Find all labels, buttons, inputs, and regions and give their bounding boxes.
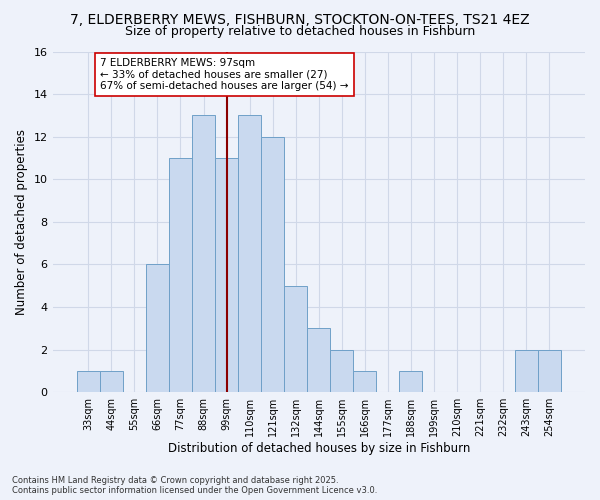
Text: 7, ELDERBERRY MEWS, FISHBURN, STOCKTON-ON-TEES, TS21 4EZ: 7, ELDERBERRY MEWS, FISHBURN, STOCKTON-O…	[70, 12, 530, 26]
Bar	[146, 264, 169, 392]
Text: 7 ELDERBERRY MEWS: 97sqm
← 33% of detached houses are smaller (27)
67% of semi-d: 7 ELDERBERRY MEWS: 97sqm ← 33% of detach…	[100, 58, 348, 91]
Y-axis label: Number of detached properties: Number of detached properties	[15, 129, 28, 315]
Bar	[353, 371, 376, 392]
Bar	[215, 158, 238, 392]
Bar	[515, 350, 538, 392]
Bar	[538, 350, 561, 392]
Bar	[77, 371, 100, 392]
Bar	[330, 350, 353, 392]
Text: Contains HM Land Registry data © Crown copyright and database right 2025.
Contai: Contains HM Land Registry data © Crown c…	[12, 476, 377, 495]
Bar	[284, 286, 307, 392]
Bar	[261, 136, 284, 392]
Bar	[400, 371, 422, 392]
X-axis label: Distribution of detached houses by size in Fishburn: Distribution of detached houses by size …	[167, 442, 470, 455]
Bar	[169, 158, 192, 392]
Text: Size of property relative to detached houses in Fishburn: Size of property relative to detached ho…	[125, 25, 475, 38]
Bar	[100, 371, 123, 392]
Bar	[238, 116, 261, 392]
Bar	[192, 116, 215, 392]
Bar	[307, 328, 330, 392]
